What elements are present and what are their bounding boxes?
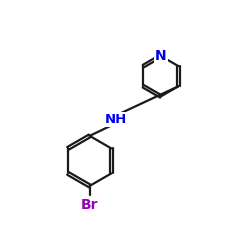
- Text: Br: Br: [81, 198, 98, 212]
- Text: N: N: [155, 49, 167, 63]
- Text: NH: NH: [104, 113, 127, 126]
